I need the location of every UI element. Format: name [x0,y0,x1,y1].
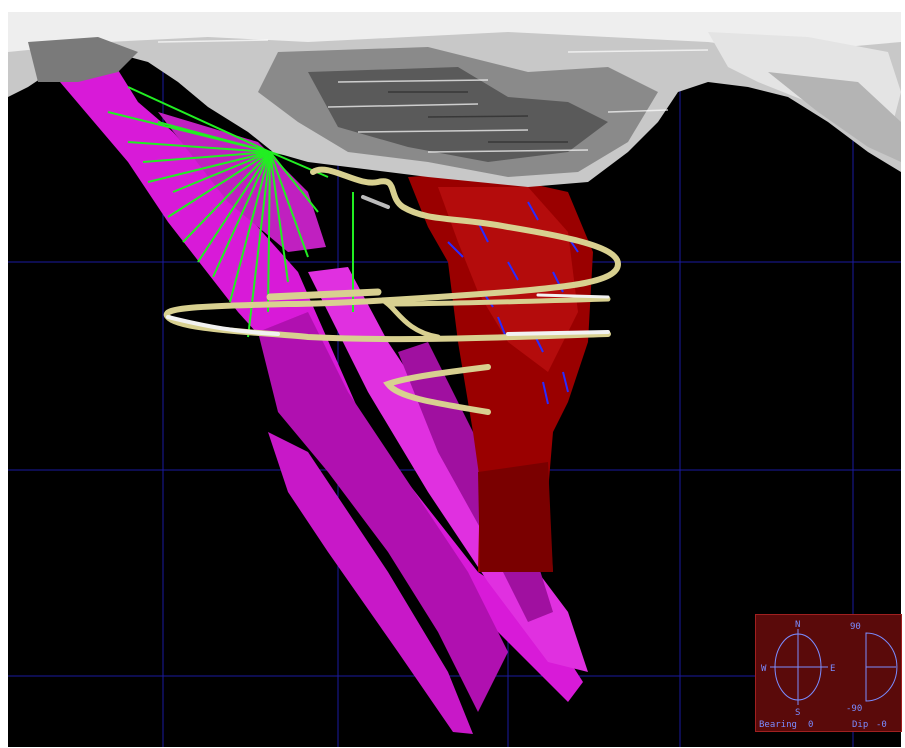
orientation-panel: N S W E 90 -90 Bearing 0 Dip -0 [755,614,902,732]
fault-plane-lower [268,432,473,734]
compass-west-label: W [761,664,767,674]
3d-viewport[interactable] [8,12,901,747]
bearing-value: 0 [808,720,813,730]
compass-south-label: S [795,708,800,718]
compass-north-label: N [795,620,800,630]
bearing-label: Bearing [759,720,797,730]
orebody-lower [478,462,553,572]
dip-label: Dip [852,720,868,730]
dip-value: -0 [876,720,887,730]
terrain-surface [8,12,901,187]
dip-gauge-arc [865,632,898,702]
orebody [408,172,593,572]
compass-east-label: E [830,664,835,674]
decline-ramp [163,166,622,415]
fault-plane-secondary [258,312,508,712]
scene-canvas[interactable] [8,12,901,747]
dip-bottom-label: -90 [846,704,862,714]
drillhole-fan [107,86,354,338]
dip-top-label: 90 [850,622,861,632]
